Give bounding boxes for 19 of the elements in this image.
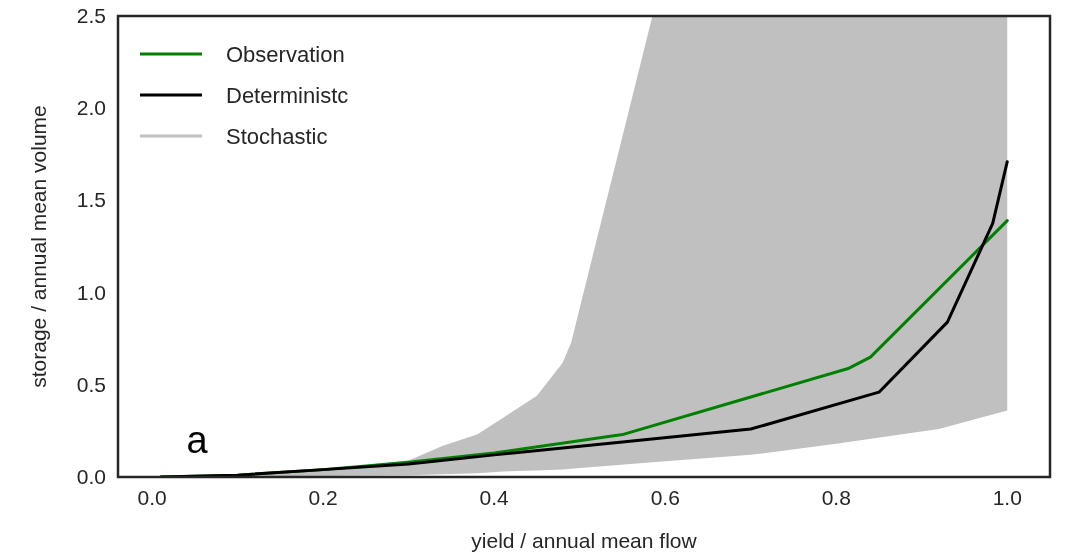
legend-label: Deterministc — [226, 83, 349, 108]
legend-label: Stochastic — [226, 124, 328, 149]
x-tick-label: 1.0 — [992, 486, 1022, 509]
x-tick-label: 0.4 — [479, 486, 510, 509]
x-tick-label: 0.2 — [308, 486, 338, 509]
x-tick-label: 0.8 — [821, 486, 851, 509]
y-tick-label: 0.0 — [76, 465, 106, 488]
annotation: a — [186, 419, 209, 462]
y-tick-label: 2.5 — [76, 4, 106, 27]
y-tick-label: 2.0 — [76, 96, 106, 120]
y-tick-label: 0.5 — [76, 372, 106, 396]
y-tick-label: 1.0 — [76, 280, 106, 304]
line-series — [159, 160, 1009, 477]
x-axis-title: yield / annual mean flow — [471, 529, 698, 552]
y-axis-title: storage / annual mean volume — [27, 105, 50, 388]
y-tick-label: 1.5 — [76, 188, 106, 212]
x-tick-label: 0.0 — [137, 486, 167, 509]
x-tick-label: 0.6 — [650, 486, 680, 509]
legend-label: Observation — [226, 42, 345, 67]
